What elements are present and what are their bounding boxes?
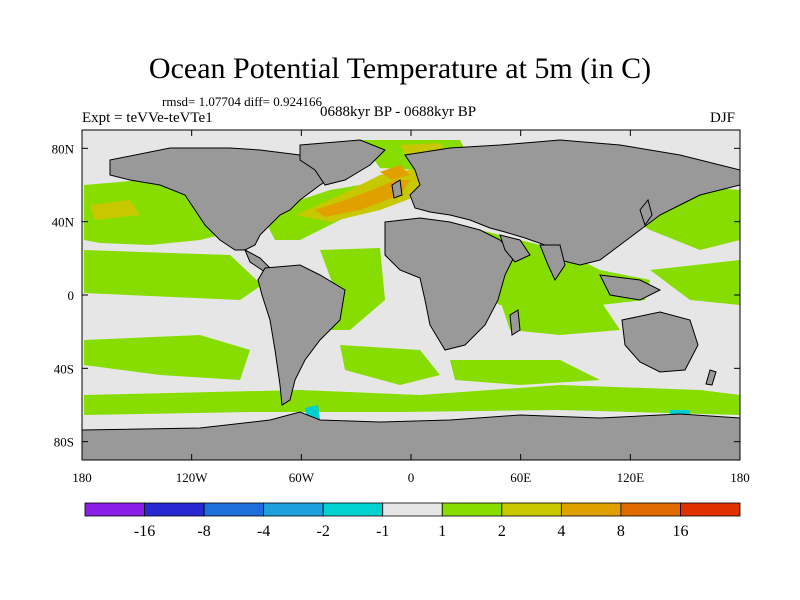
southern-ocean-band (84, 385, 740, 415)
india (539, 244, 566, 282)
southern-ocean-band-west (84, 335, 250, 380)
x-tick-label: 180 (730, 470, 750, 485)
australia (621, 311, 699, 373)
colorbar-label: 8 (617, 523, 625, 540)
greenland (299, 139, 386, 186)
se-asia-islands (599, 274, 662, 301)
japan (639, 198, 653, 227)
experiment-label: Expt = teVVe-teVTe1 (82, 110, 213, 126)
colorbar-label: 16 (672, 523, 688, 540)
colorbar-swatch (263, 502, 324, 517)
colorbar-label: -2 (317, 523, 330, 540)
season-label: DJF (710, 110, 736, 126)
colorbar-swatch (322, 502, 384, 517)
y-tick-label: 0 (68, 288, 75, 303)
colorbar-swatch (144, 502, 205, 517)
tropical-pacific-band (84, 250, 262, 300)
y-tick-label: 80N (52, 141, 75, 156)
new-zealand (705, 369, 717, 386)
antarctica (82, 411, 740, 460)
colorbar-swatch (382, 502, 443, 517)
eurasia (404, 139, 740, 266)
y-tick-label: 40S (54, 361, 74, 376)
colorbar-label: -8 (197, 523, 210, 540)
x-tick-label: 120E (617, 470, 645, 485)
colorbar-swatch (501, 502, 562, 517)
stats-line: rmsd= 1.07704 diff= 0.924166 (162, 94, 322, 109)
north-indian-band (500, 300, 620, 335)
x-tick-label: 60W (289, 470, 315, 485)
africa (384, 217, 516, 351)
colorbar-label: -4 (257, 523, 270, 540)
colorbar: -16 -8 -4 -2 -1 1 2 4 8 16 (84, 502, 741, 540)
land-masses (82, 139, 740, 460)
period-label: 0688kyr BP - 0688kyr BP (320, 104, 477, 120)
map-area (82, 130, 740, 460)
colorbar-label: 1 (438, 523, 446, 540)
map-title: Ocean Potential Temperature at 5m (in C) (148, 52, 652, 85)
madagascar (509, 309, 521, 336)
y-tick-label: 40N (52, 215, 75, 230)
x-tick-label: 180 (72, 470, 92, 485)
x-tick-label: 0 (408, 470, 415, 485)
x-tick-label: 60E (510, 470, 531, 485)
colorbar-label: -16 (134, 523, 155, 540)
south-atlantic-band (340, 345, 440, 385)
south-america (257, 264, 346, 406)
east-pacific-band (650, 260, 740, 305)
colorbar-swatch (84, 502, 145, 517)
arabia (499, 234, 531, 263)
colorbar-swatch (680, 502, 741, 517)
colorbar-swatch (441, 502, 503, 517)
south-indian-band (450, 360, 600, 385)
map-axes: 180 120W 60W 0 60E 120E 180 80N 40N 0 40S 80S (52, 130, 750, 485)
nordic-hot (380, 165, 410, 180)
colorbar-swatch (203, 502, 265, 517)
x-tick-label: 120W (176, 470, 209, 485)
colorbar-label: 4 (557, 523, 565, 540)
gulf-stream-hot (315, 180, 410, 217)
colorbar-label: -1 (376, 523, 389, 540)
anomaly-4-8-regions (315, 165, 410, 217)
colorbar-swatch (560, 502, 622, 517)
north-america (109, 147, 346, 251)
uk (391, 179, 403, 199)
colorbar-label: 2 (498, 523, 506, 540)
y-tick-label: 80S (54, 435, 74, 450)
colorbar-swatch (620, 502, 681, 517)
north-pacific-warm (90, 200, 140, 220)
